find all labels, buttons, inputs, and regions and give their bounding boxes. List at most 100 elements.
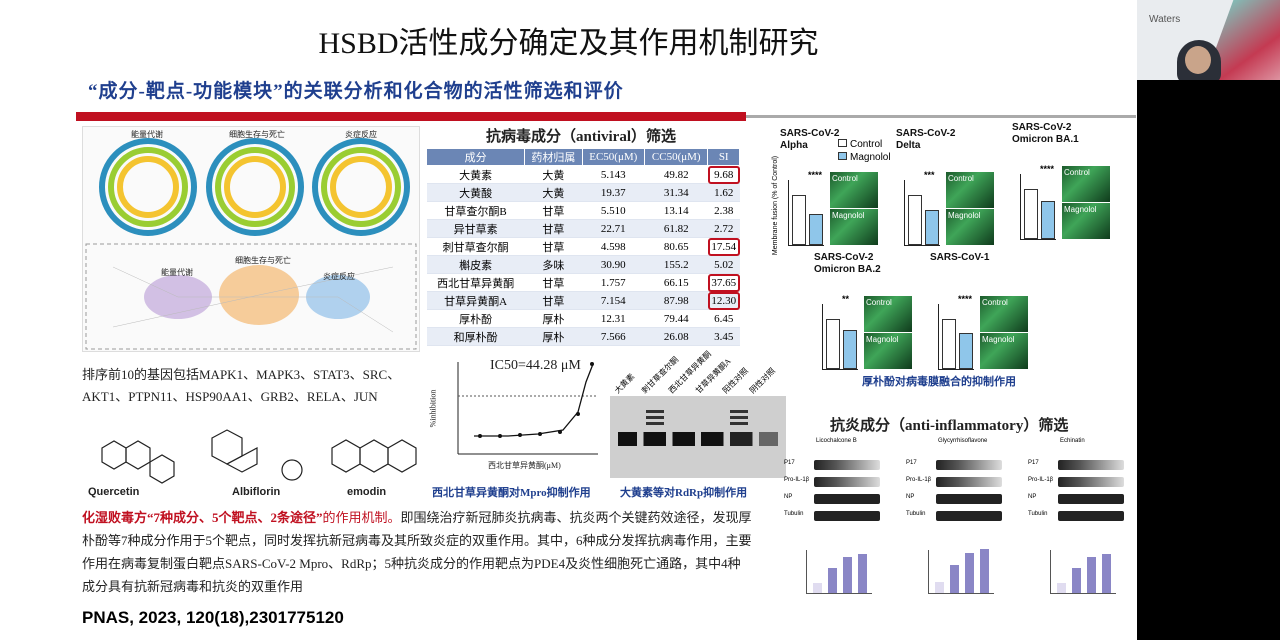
table-row: 大黄酸 大黄 19.37 31.34 1.62 xyxy=(426,183,740,202)
compound-label-quercetin: Quercetin xyxy=(88,486,140,498)
antiviral-title: 抗病毒成分（antiviral）筛选 xyxy=(486,129,676,145)
table-cell: 17.54 xyxy=(707,237,740,256)
table-header-cell: SI xyxy=(707,148,740,166)
table-cell: 12.30 xyxy=(707,291,740,310)
significance-label: ** xyxy=(842,294,850,304)
legend-label: Control xyxy=(850,139,883,150)
table-header-cell: 成分 xyxy=(425,148,526,166)
fusion-panel-title: SARS-CoV-2 Delta xyxy=(896,128,956,151)
table-cell: 4.598 xyxy=(582,237,645,256)
micrograph-control: Control xyxy=(946,172,994,208)
body-paragraph: 化湿败毒方“7种成分、5个靶点、2条途径”的作用机制。即围绕治疗新冠肺炎抗病毒、… xyxy=(82,506,752,598)
magnolol-bar xyxy=(959,333,973,369)
table-cell: 甘草 xyxy=(524,291,583,310)
compound-structures xyxy=(101,429,417,484)
fusion-panel: SARS-CoV-2 Omicron BA.2 ** Control Magnolol xyxy=(814,252,934,374)
micrograph-magnolol: Magnolol xyxy=(980,333,1028,369)
circle-label-3: 炎症反应 xyxy=(345,130,377,139)
slide-subtitle: “成分-靶点-功能模块”的关联分析和化合物的活性筛选和评价 xyxy=(88,81,624,102)
table-cell: 厚朴 xyxy=(524,327,583,346)
quant-bar xyxy=(1087,557,1096,593)
blot-band xyxy=(1058,511,1124,521)
gel-lane-label: 大黄素 xyxy=(612,371,637,396)
ic50-xlabel: 西北甘草异黄酮(μM) xyxy=(488,461,561,470)
blot-band xyxy=(936,511,1002,521)
table-cell: 79.44 xyxy=(644,309,708,328)
table-cell: 7.566 xyxy=(582,327,645,346)
table-row: 西北甘草异黄酮 甘草 1.757 66.15 37.65 xyxy=(426,273,740,292)
blot-band xyxy=(1058,460,1124,470)
fusion-panel-title: SARS-CoV-2 Alpha xyxy=(780,128,840,151)
fusion-panel-title: SARS-CoV-1 xyxy=(930,252,990,263)
antiviral-table-wrap: 成分 药材归属 EC50(μM) CC50(μM) SI 大黄素 大黄 5.143 49.82… xyxy=(425,148,740,346)
citation: PNAS, 2023, 120(18),2301775120 xyxy=(82,608,344,627)
micrograph-magnolol: Magnolol xyxy=(864,333,912,369)
fusion-bar-chart xyxy=(1020,174,1056,240)
table-cell: 5.143 xyxy=(582,165,645,184)
fusion-panel: SARS-CoV-2 Omicron BA.1 **** Control Magnol… xyxy=(1012,122,1132,244)
table-cell: 155.2 xyxy=(644,255,708,274)
blot-row-label: Tubulin xyxy=(906,511,926,517)
micrograph-control: Control xyxy=(980,296,1028,332)
table-cell: 甘草 xyxy=(524,201,583,220)
micrograph-control: Control xyxy=(864,296,912,332)
table-row: 槲皮素 多味 30.90 155.2 5.02 xyxy=(426,255,740,274)
table-cell: 厚朴酚 xyxy=(426,309,525,328)
fusion-panels: SARS-CoV-2 Alpha **** Control Magnolol SARS-… xyxy=(760,122,1137,392)
network-figure: 能量代谢 细胞生存与死亡 炎症反应 能量代谢 细胞生存与死亡 炎症反应 xyxy=(82,126,420,352)
blot-row-label: Tubulin xyxy=(1028,511,1048,517)
table-cell: 1.62 xyxy=(707,183,740,202)
fusion-legend: Control Magnolol xyxy=(838,138,891,164)
quant-bar xyxy=(843,557,852,593)
table-cell: 9.68 xyxy=(707,165,740,184)
micrograph-magnolol: Magnolol xyxy=(1062,203,1110,239)
cluster-label-1: 能量代谢 xyxy=(161,268,193,277)
blot-row-label: Pro-IL-1β xyxy=(906,477,932,483)
micrograph-magnolol: Magnolol xyxy=(830,209,878,245)
table-cell: 80.65 xyxy=(644,237,708,256)
table-cell: 大黄酸 xyxy=(426,183,525,202)
table-cell: 5.02 xyxy=(707,255,740,274)
blot-row-label: NP xyxy=(906,494,915,500)
micrograph-control: Control xyxy=(830,172,878,208)
table-cell: 甘草异黄酮A xyxy=(426,291,525,310)
blot-compound-label: Glycyrrhisoflavone xyxy=(938,438,988,444)
quant-bar xyxy=(1057,582,1066,593)
table-cell: 甘草 xyxy=(524,273,583,292)
table-cell: 甘草 xyxy=(524,219,583,238)
video-feed: Waters xyxy=(1137,0,1280,80)
fusion-bar-chart xyxy=(938,304,974,370)
antiinflam-title: 抗炎成分（anti-inflammatory）筛选 xyxy=(830,418,1069,434)
micrograph-control: Control xyxy=(1062,166,1110,202)
waters-logo: Waters xyxy=(1149,14,1181,25)
table-cell: 厚朴 xyxy=(524,309,583,328)
cluster-label-3: 炎症反应 xyxy=(323,272,355,281)
presenter-face xyxy=(1185,46,1211,74)
quant-bar xyxy=(813,582,822,593)
table-cell: 1.757 xyxy=(582,273,645,292)
blot-panel: Glycyrrhisoflavone P17 Pro-IL-1β NP Tubulin xyxy=(892,438,1008,634)
control-bar xyxy=(792,195,806,245)
ic50-chart: IC50=44.28 μM 西北甘草异黄酮(μM) %inhibition xyxy=(428,352,603,480)
fusion-caption: 厚朴酚对病毒膜融合的抑制作用 xyxy=(862,376,1016,388)
ic50-ylabel: %inhibition xyxy=(428,389,438,428)
blot-row-label: NP xyxy=(1028,494,1037,500)
table-cell: 66.15 xyxy=(644,273,708,292)
table-body: 大黄素 大黄 5.143 49.82 9.68 大黄酸 大黄 19.37 31.34 1.62 甘草… xyxy=(426,165,740,346)
table-cell: 2.38 xyxy=(707,201,740,220)
table-cell: 7.154 xyxy=(582,291,645,310)
quant-bar xyxy=(858,553,867,593)
table-row: 甘草查尔酮B 甘草 5.510 13.14 2.38 xyxy=(426,201,740,220)
network-figure-graphic xyxy=(85,138,417,350)
table-row: 和厚朴酚 厚朴 7.566 26.08 3.45 xyxy=(426,327,740,346)
blot-band xyxy=(814,494,880,504)
magnolol-bar xyxy=(925,210,939,245)
fusion-panel: SARS-CoV-2 Delta *** Control Magnolol xyxy=(896,128,1016,250)
gel-caption: 大黄素等对RdRp抑制作用 xyxy=(620,487,748,499)
table-cell: 刺甘草查尔酮 xyxy=(426,237,525,256)
table-cell: 12.31 xyxy=(582,309,645,328)
blot-compound-label: Echinatin xyxy=(1060,438,1085,444)
table-cell: 大黄素 xyxy=(426,165,525,184)
table-header-cell: 药材归属 xyxy=(524,148,583,166)
fusion-ylabel: Membrane fusion (% of Control) xyxy=(772,155,780,256)
